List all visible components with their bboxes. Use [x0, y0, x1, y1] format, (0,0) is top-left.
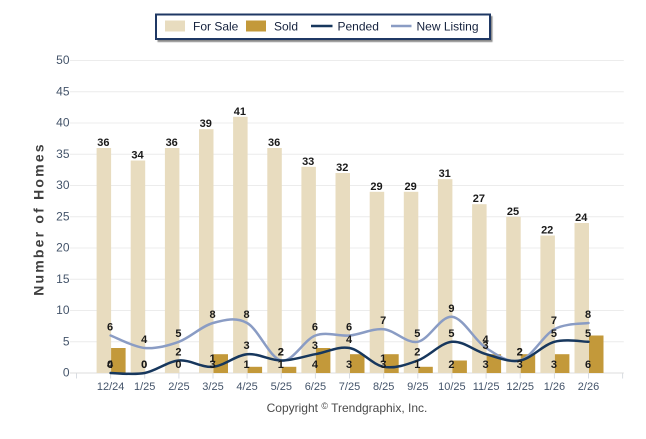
svg-text:40: 40 [56, 116, 70, 130]
svg-text:31: 31 [439, 168, 451, 180]
svg-text:36: 36 [97, 137, 109, 149]
svg-text:2/26: 2/26 [578, 381, 599, 393]
svg-text:1: 1 [414, 359, 420, 371]
svg-text:8: 8 [244, 309, 250, 321]
svg-text:2: 2 [448, 359, 454, 371]
svg-text:4/25: 4/25 [236, 381, 257, 393]
svg-text:3: 3 [312, 340, 318, 352]
svg-text:29: 29 [404, 181, 416, 193]
svg-text:3: 3 [551, 359, 557, 371]
svg-text:9: 9 [448, 303, 454, 315]
svg-text:4: 4 [107, 359, 114, 371]
svg-text:New Listing: New Listing [417, 20, 479, 34]
svg-text:2: 2 [414, 347, 420, 359]
svg-text:8: 8 [209, 309, 215, 321]
svg-text:4: 4 [346, 334, 353, 346]
svg-text:For Sale: For Sale [193, 20, 239, 34]
svg-text:3/25: 3/25 [202, 381, 223, 393]
svg-text:15: 15 [56, 272, 70, 286]
svg-text:36: 36 [268, 137, 280, 149]
svg-text:6/25: 6/25 [305, 381, 326, 393]
svg-text:32: 32 [336, 162, 348, 174]
svg-text:5: 5 [551, 328, 557, 340]
svg-text:22: 22 [541, 225, 553, 237]
svg-text:25: 25 [507, 206, 519, 218]
svg-text:20: 20 [56, 241, 70, 255]
svg-text:3: 3 [380, 359, 386, 371]
svg-text:25: 25 [56, 209, 70, 223]
svg-text:6: 6 [312, 322, 318, 334]
svg-text:Sold: Sold [274, 20, 298, 34]
svg-text:1/25: 1/25 [134, 381, 155, 393]
svg-text:8: 8 [585, 309, 591, 321]
svg-text:1: 1 [278, 359, 284, 371]
svg-text:3: 3 [517, 359, 523, 371]
svg-text:8/25: 8/25 [373, 381, 394, 393]
svg-text:3: 3 [483, 359, 489, 371]
svg-text:45: 45 [56, 85, 70, 99]
svg-text:39: 39 [200, 118, 212, 130]
svg-text:7: 7 [380, 315, 386, 327]
svg-text:0: 0 [141, 359, 147, 371]
svg-text:Pended: Pended [338, 20, 379, 34]
svg-text:34: 34 [131, 150, 144, 162]
svg-text:5: 5 [63, 334, 70, 348]
svg-text:1: 1 [244, 359, 250, 371]
svg-text:6: 6 [585, 359, 591, 371]
svg-text:0: 0 [175, 359, 181, 371]
svg-text:0: 0 [141, 359, 147, 371]
svg-text:12/24: 12/24 [97, 381, 125, 393]
svg-text:7: 7 [551, 315, 557, 327]
svg-text:24: 24 [575, 212, 588, 224]
svg-text:35: 35 [56, 147, 70, 161]
svg-text:33: 33 [302, 156, 314, 168]
svg-text:2: 2 [175, 347, 181, 359]
svg-text:27: 27 [473, 193, 485, 205]
svg-text:3: 3 [209, 359, 215, 371]
svg-text:10: 10 [56, 303, 70, 317]
svg-text:11/25: 11/25 [473, 381, 500, 393]
svg-text:1: 1 [380, 353, 386, 365]
svg-text:4: 4 [312, 359, 319, 371]
svg-text:50: 50 [56, 53, 70, 67]
svg-text:9/25: 9/25 [407, 381, 428, 393]
svg-text:41: 41 [234, 106, 246, 118]
svg-text:1/26: 1/26 [544, 381, 565, 393]
svg-text:7/25: 7/25 [339, 381, 360, 393]
svg-text:5: 5 [585, 328, 591, 340]
svg-text:2: 2 [517, 347, 523, 359]
svg-text:1: 1 [209, 353, 215, 365]
svg-text:3: 3 [346, 359, 352, 371]
svg-text:2/25: 2/25 [168, 381, 189, 393]
svg-text:4: 4 [141, 334, 148, 346]
svg-text:2: 2 [278, 347, 284, 359]
svg-text:2: 2 [278, 347, 284, 359]
svg-text:3: 3 [244, 340, 250, 352]
svg-text:Number of Homes: Number of Homes [30, 142, 46, 296]
svg-text:5: 5 [448, 328, 454, 340]
svg-text:3: 3 [483, 340, 489, 352]
svg-text:2: 2 [517, 347, 523, 359]
svg-text:Copyright © Trendgraphix, Inc.: Copyright © Trendgraphix, Inc. [267, 401, 428, 415]
svg-text:36: 36 [166, 137, 178, 149]
svg-text:10/25: 10/25 [438, 381, 466, 393]
svg-text:4: 4 [483, 334, 490, 346]
svg-text:5: 5 [414, 328, 420, 340]
svg-text:12/25: 12/25 [506, 381, 534, 393]
svg-text:6: 6 [346, 322, 352, 334]
svg-text:5: 5 [175, 328, 181, 340]
svg-text:5/25: 5/25 [271, 381, 292, 393]
svg-text:0: 0 [107, 359, 113, 371]
svg-text:0: 0 [63, 366, 70, 380]
svg-text:30: 30 [56, 178, 70, 192]
svg-text:6: 6 [107, 322, 113, 334]
svg-text:29: 29 [370, 181, 382, 193]
